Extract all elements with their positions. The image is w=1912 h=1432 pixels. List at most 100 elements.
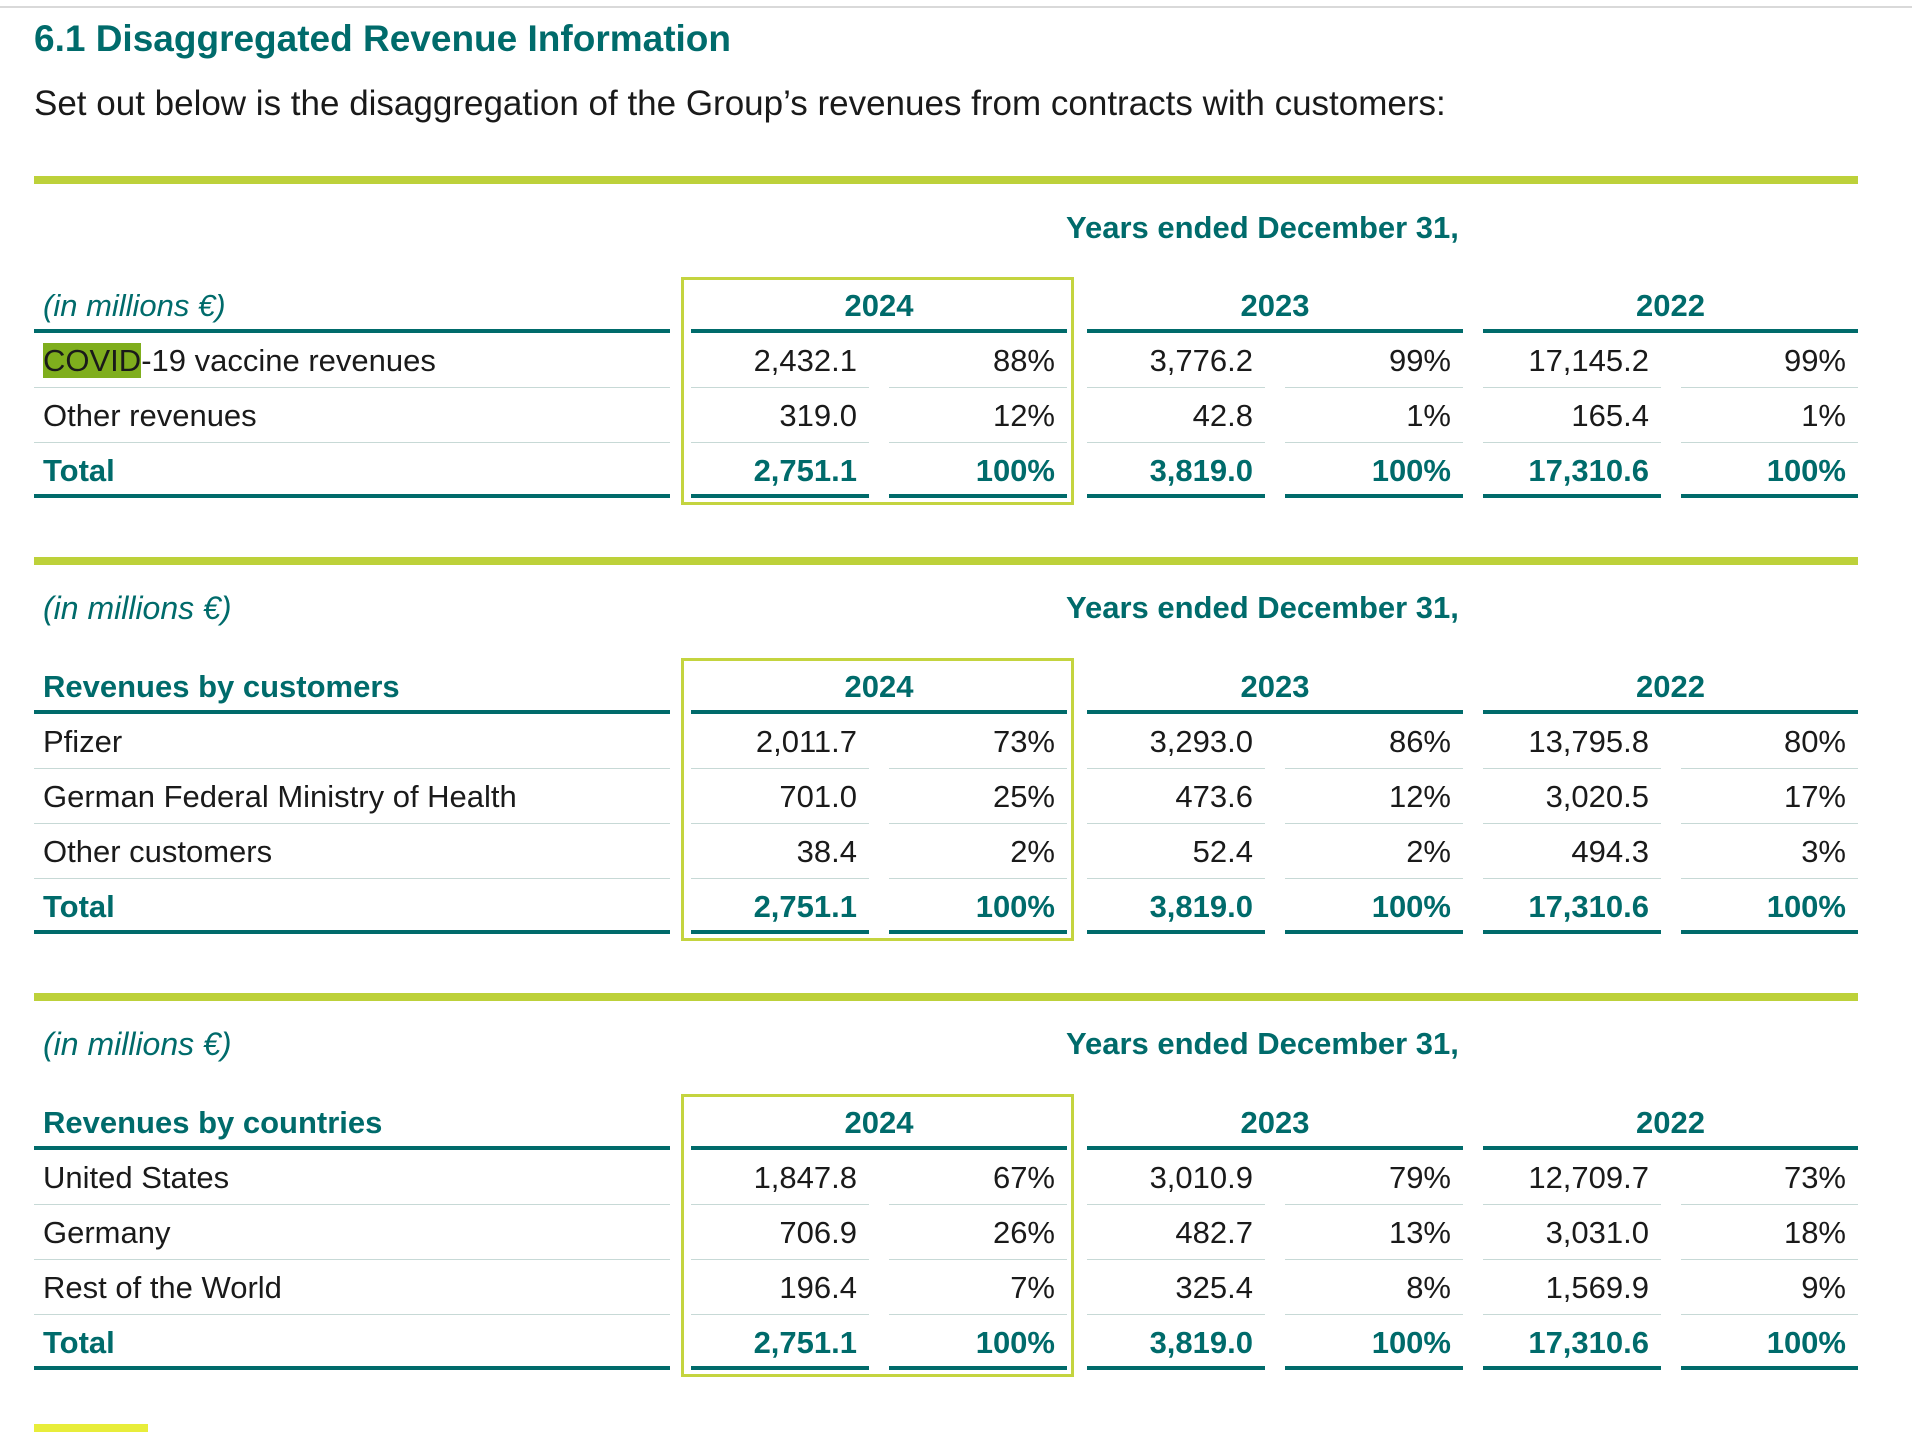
value-2024: 2,011.7 xyxy=(691,714,869,769)
value-2023: 3,776.2 xyxy=(1087,333,1265,388)
group-header: Revenues by customers xyxy=(34,659,670,714)
unit-label: (in millions €) xyxy=(43,1026,232,1062)
row-label: United States xyxy=(34,1150,670,1205)
value-2022: 494.3 xyxy=(1483,824,1661,879)
value-2023: 482.7 xyxy=(1087,1205,1265,1260)
row-label: Other customers xyxy=(34,824,670,879)
year-2024-highlight xyxy=(681,1094,1074,1377)
table-row: Other revenues 319.0 12% 42.8 1% 165.4 1… xyxy=(34,388,1858,443)
value-2024: 1,847.8 xyxy=(691,1150,869,1205)
year-header-2024: 2024 xyxy=(691,278,1067,333)
year-header-2022: 2022 xyxy=(1483,1095,1858,1150)
value-2022: 1,569.9 xyxy=(1483,1260,1661,1315)
table-row: COVID-19 vaccine revenues 2,432.1 88% 3,… xyxy=(34,333,1858,388)
row-label-rest: -19 vaccine revenues xyxy=(141,343,436,378)
table-header-row: (in millions €) 2024 2023 2022 xyxy=(34,278,1858,333)
total-label: Total xyxy=(34,443,670,498)
value-2023: 325.4 xyxy=(1087,1260,1265,1315)
top-divider xyxy=(0,6,1912,8)
total-pct-2023: 100% xyxy=(1285,443,1463,498)
section-heading: 6.1 Disaggregated Revenue Information xyxy=(34,18,732,59)
value-2022: 12,709.7 xyxy=(1483,1150,1661,1205)
pct-2023: 8% xyxy=(1285,1260,1463,1315)
total-2022: 17,310.6 xyxy=(1483,1315,1661,1370)
value-2024: 38.4 xyxy=(691,824,869,879)
pct-2024: 88% xyxy=(889,333,1067,388)
years-ended-header: Years ended December 31, xyxy=(1066,590,1459,625)
total-pct-2024: 100% xyxy=(889,443,1067,498)
total-2023: 3,819.0 xyxy=(1087,443,1265,498)
year-header-2024: 2024 xyxy=(691,659,1067,714)
total-row: Total 2,751.1 100% 3,819.0 100% 17,310.6… xyxy=(34,1315,1858,1370)
value-2023: 473.6 xyxy=(1087,769,1265,824)
years-ended-header: Years ended December 31, xyxy=(1066,1026,1459,1061)
table-row: Rest of the World 196.4 7% 325.4 8% 1,56… xyxy=(34,1260,1858,1315)
table-header-row: Revenues by customers 2024 2023 2022 xyxy=(34,659,1858,714)
value-2024: 701.0 xyxy=(691,769,869,824)
total-pct-2024: 100% xyxy=(889,1315,1067,1370)
year-2024-highlight xyxy=(681,277,1074,505)
year-2024-highlight xyxy=(681,658,1074,941)
value-2023: 52.4 xyxy=(1087,824,1265,879)
pct-2023: 86% xyxy=(1285,714,1463,769)
pct-2023: 12% xyxy=(1285,769,1463,824)
row-label: COVID-19 vaccine revenues xyxy=(34,333,670,388)
pct-2022: 17% xyxy=(1681,769,1858,824)
pct-2022: 18% xyxy=(1681,1205,1858,1260)
pct-2023: 79% xyxy=(1285,1150,1463,1205)
table-row: Other customers 38.4 2% 52.4 2% 494.3 3% xyxy=(34,824,1858,879)
highlighted-term: COVID xyxy=(43,343,142,378)
value-2024: 319.0 xyxy=(691,388,869,443)
total-2022: 17,310.6 xyxy=(1483,443,1661,498)
total-row: Total 2,751.1 100% 3,819.0 100% 17,310.6… xyxy=(34,443,1858,498)
table-row: Germany 706.9 26% 482.7 13% 3,031.0 18% xyxy=(34,1205,1858,1260)
pct-2022: 9% xyxy=(1681,1260,1858,1315)
total-2024: 2,751.1 xyxy=(691,1315,869,1370)
pct-2024: 7% xyxy=(889,1260,1067,1315)
pct-2024: 26% xyxy=(889,1205,1067,1260)
pct-2024: 12% xyxy=(889,388,1067,443)
value-2022: 13,795.8 xyxy=(1483,714,1661,769)
footnote-highlight xyxy=(34,1424,148,1432)
value-2024: 196.4 xyxy=(691,1260,869,1315)
table-row: United States 1,847.8 67% 3,010.9 79% 12… xyxy=(34,1150,1858,1205)
total-pct-2022: 100% xyxy=(1681,443,1858,498)
value-2022: 165.4 xyxy=(1483,388,1661,443)
total-2022: 17,310.6 xyxy=(1483,879,1661,934)
row-label: Germany xyxy=(34,1205,670,1260)
total-2023: 3,819.0 xyxy=(1087,1315,1265,1370)
pct-2024: 2% xyxy=(889,824,1067,879)
table-top-bar xyxy=(34,993,1858,1001)
row-label: Other revenues xyxy=(34,388,670,443)
row-label: German Federal Ministry of Health xyxy=(34,769,670,824)
value-2023: 3,010.9 xyxy=(1087,1150,1265,1205)
table-row: German Federal Ministry of Health 701.0 … xyxy=(34,769,1858,824)
total-pct-2022: 100% xyxy=(1681,1315,1858,1370)
pct-2023: 13% xyxy=(1285,1205,1463,1260)
total-2023: 3,819.0 xyxy=(1087,879,1265,934)
value-2024: 706.9 xyxy=(691,1205,869,1260)
group-header: Revenues by countries xyxy=(34,1095,670,1150)
pct-2022: 99% xyxy=(1681,333,1858,388)
table-row: Pfizer 2,011.7 73% 3,293.0 86% 13,795.8 … xyxy=(34,714,1858,769)
value-2022: 3,031.0 xyxy=(1483,1205,1661,1260)
intro-text: Set out below is the disaggregation of t… xyxy=(34,84,1446,123)
revenue-table-total: Years ended December 31, (in millions €)… xyxy=(34,176,1858,506)
row-label: Rest of the World xyxy=(34,1260,670,1315)
year-header-2023: 2023 xyxy=(1087,1095,1463,1150)
revenue-table-customers: (in millions €) Years ended December 31,… xyxy=(34,557,1858,941)
total-pct-2022: 100% xyxy=(1681,879,1858,934)
pct-2023: 99% xyxy=(1285,333,1463,388)
pct-2022: 73% xyxy=(1681,1150,1858,1205)
value-2024: 2,432.1 xyxy=(691,333,869,388)
total-pct-2023: 100% xyxy=(1285,1315,1463,1370)
pct-2024: 73% xyxy=(889,714,1067,769)
pct-2023: 1% xyxy=(1285,388,1463,443)
total-label: Total xyxy=(34,1315,670,1370)
year-header-2022: 2022 xyxy=(1483,659,1858,714)
value-2022: 3,020.5 xyxy=(1483,769,1661,824)
pct-2023: 2% xyxy=(1285,824,1463,879)
pct-2022: 1% xyxy=(1681,388,1858,443)
total-label: Total xyxy=(34,879,670,934)
